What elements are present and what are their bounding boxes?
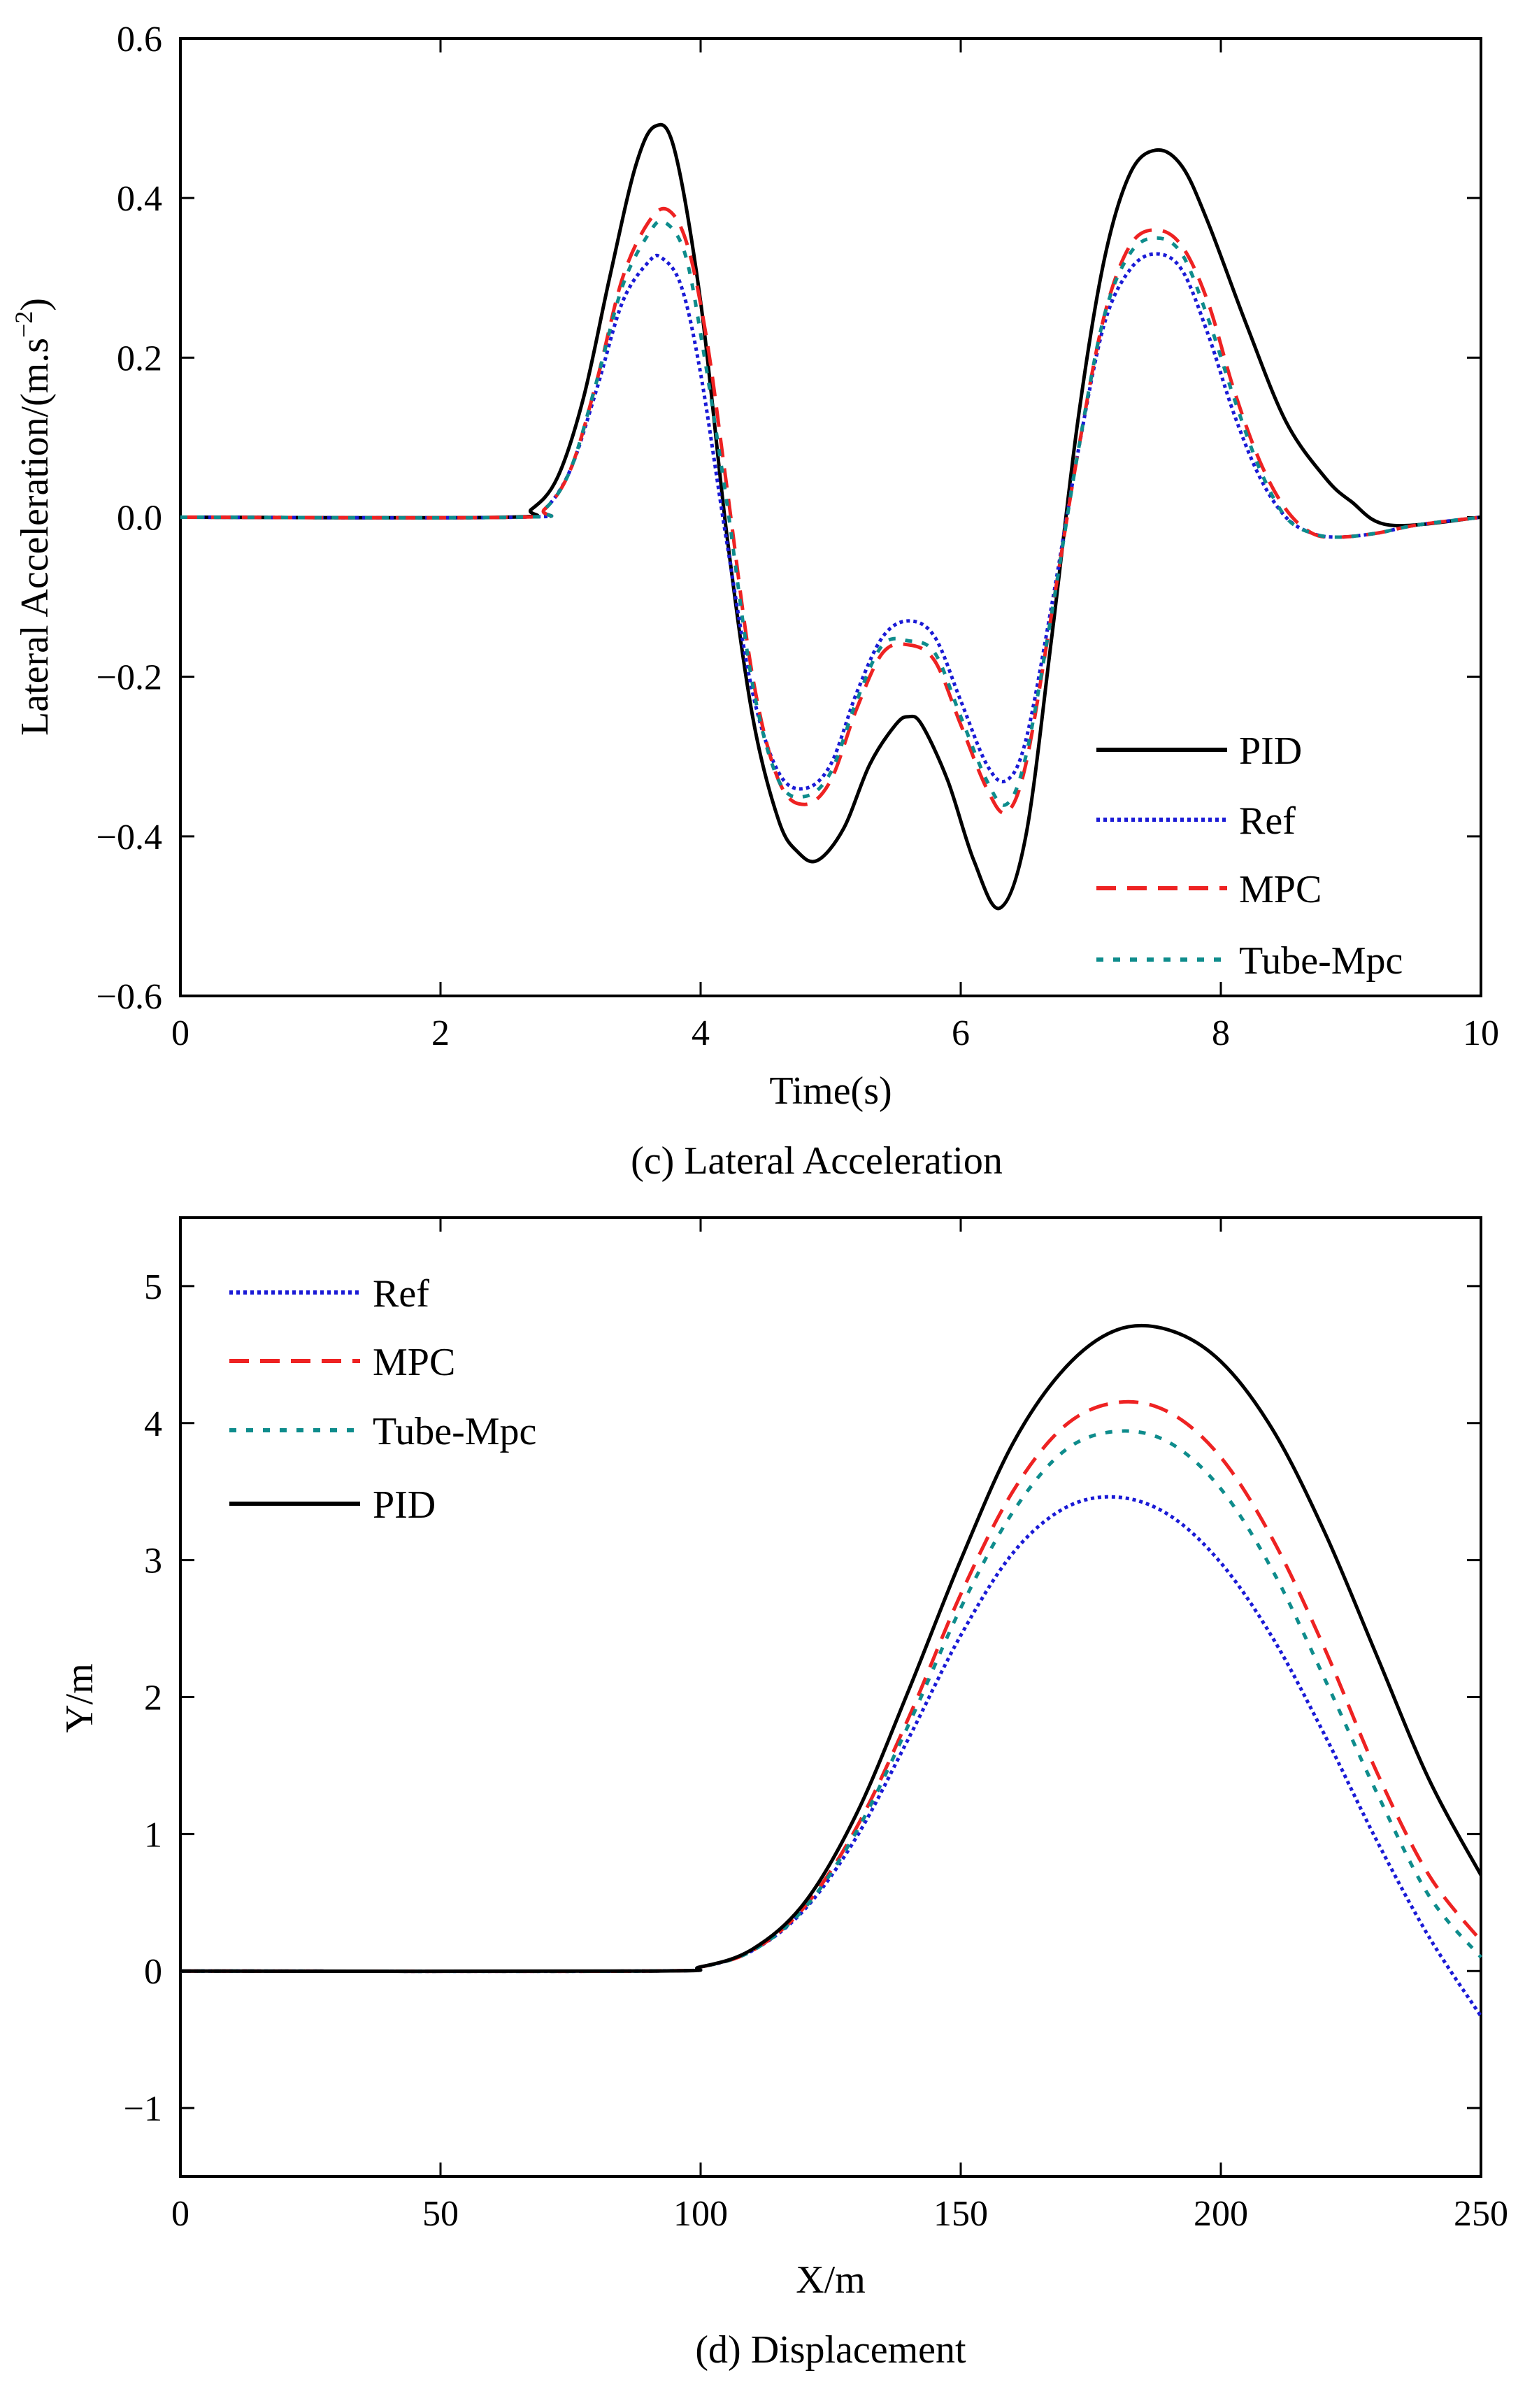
x-tick-labels: 0 50 100 150 200 250: [171, 2194, 1508, 2234]
tick-marks: [179, 37, 1482, 997]
x-tick-label: 250: [1454, 2194, 1508, 2234]
legend-c: PID Ref MPC Tube-Mpc: [1096, 729, 1403, 983]
legend-label-ref: Ref: [373, 1272, 429, 1316]
x-tick-label: 6: [952, 1013, 970, 1053]
y-tick-label: 0.0: [117, 499, 162, 539]
y-tick-labels: −0.6 −0.4 −0.2 0.0 0.2 0.4 0.6: [96, 20, 162, 1017]
x-tick-label: 100: [673, 2194, 728, 2234]
y-tick-label: 2: [144, 1679, 162, 1718]
legend-label-tube-mpc: Tube-Mpc: [373, 1410, 536, 1453]
chart-displacement: 0 50 100 150 200 250 −1 0 1 2 3 4 5 X/m Y/m (d) Dis…: [58, 1216, 1508, 2372]
y-tick-label: 3: [144, 1541, 162, 1581]
x-tick-label: 8: [1212, 1013, 1230, 1053]
y-axis-label: Y/m: [58, 1663, 101, 1733]
series-line-pid: [180, 1323, 1483, 1974]
x-tick-label: 10: [1463, 1013, 1499, 1053]
series-line-tube-mpc: [180, 219, 1482, 807]
series-line-ref: [180, 252, 1482, 791]
x-tick-label: 50: [422, 2194, 459, 2234]
legend-label-pid: PID: [373, 1483, 436, 1527]
series-line-ref: [180, 1495, 1483, 2018]
legend-label-tube-mpc: Tube-Mpc: [1239, 939, 1403, 983]
legend-label-mpc: MPC: [373, 1341, 455, 1384]
y-tick-label: 0: [144, 1952, 162, 1992]
y-axis-label: Lateral Acceleration/(m.s−2): [10, 298, 57, 736]
y-tick-label: −1: [124, 2089, 162, 2129]
legend-label-mpc: MPC: [1239, 868, 1322, 911]
x-axis-label: Time(s): [769, 1069, 892, 1113]
legend-label-pid: PID: [1239, 729, 1302, 773]
x-tick-label: 200: [1194, 2194, 1248, 2234]
legend-d: Ref MPC Tube-Mpc PID: [229, 1272, 536, 1527]
y-tick-label: 0.2: [117, 339, 162, 378]
x-tick-labels: 0 2 4 6 8 10: [171, 1013, 1499, 1053]
series-lines: [180, 1323, 1483, 2018]
x-tick-label: 2: [431, 1013, 450, 1053]
caption-c: (c) Lateral Acceleration: [631, 1139, 1003, 1183]
y-axis-label-sup: −2: [10, 311, 38, 338]
y-tick-label: 0.6: [117, 20, 162, 59]
y-axis-label-main: Lateral Acceleration/(m.s: [13, 338, 57, 736]
x-axis-label: X/m: [796, 2258, 866, 2302]
legend-label-ref: Ref: [1239, 799, 1296, 843]
y-tick-label: −0.4: [96, 818, 162, 857]
series-line-pid: [180, 122, 1482, 911]
y-tick-label: 5: [144, 1267, 162, 1307]
y-tick-labels: −1 0 1 2 3 4 5: [124, 1267, 162, 2129]
y-tick-label: −0.6: [96, 977, 162, 1017]
x-tick-label: 0: [171, 2194, 189, 2234]
chart-lateral-acceleration: 0 2 4 6 8 10 −0.6 −0.4 −0.2 0.0 0.2 0.4 0.6 Time(s)…: [10, 20, 1499, 1183]
x-tick-label: 0: [171, 1013, 189, 1053]
y-tick-label: 1: [144, 1815, 162, 1855]
y-tick-label: 4: [144, 1404, 162, 1444]
series-line-mpc: [180, 206, 1482, 815]
x-tick-label: 4: [692, 1013, 710, 1053]
y-tick-label: 0.4: [117, 179, 162, 219]
x-tick-label: 150: [933, 2194, 988, 2234]
series-lines: [180, 122, 1482, 911]
caption-d: (d) Displacement: [695, 2328, 966, 2372]
y-axis-label-close: ): [13, 298, 57, 311]
y-tick-label: −0.2: [96, 658, 162, 698]
